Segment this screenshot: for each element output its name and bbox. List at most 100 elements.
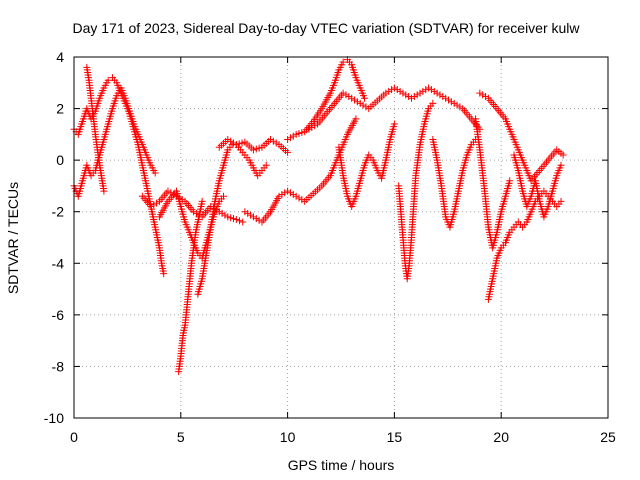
data-point [382,89,390,97]
data-point [557,197,565,205]
sat-trace-c [83,63,108,195]
data-point [390,120,398,128]
y-tick-label: -8 [52,358,65,374]
data-point [244,209,252,217]
data-point [348,94,356,102]
data-point [295,194,303,202]
sat-trace-m [395,99,437,283]
y-tick-label: -10 [44,410,64,426]
sat-trace-d [138,187,247,226]
sat-trace-h [215,136,292,156]
x-axis-label: GPS time / hours [288,457,395,473]
data-point [425,84,433,92]
data-point [278,191,286,199]
y-tick-label: 4 [56,49,64,65]
data-point [442,94,450,102]
sat-trace-g [194,141,270,298]
x-tick-label: 25 [600,429,616,445]
data-point [447,98,455,106]
sat-trace-r [510,151,565,221]
sat-trace-j [284,56,368,144]
data-point [190,208,198,216]
data-point [439,93,447,101]
plot-frame [73,56,609,419]
data-point [557,161,565,169]
data-point [476,89,484,97]
data-point [147,203,155,211]
data-point [339,58,347,66]
sat-trace-o [472,115,514,252]
data-point [232,141,240,149]
x-tick-label: 20 [493,429,509,445]
data-point [153,199,161,207]
data-point [160,270,168,278]
data-point [284,148,292,156]
data-point [252,145,260,153]
data-point [506,177,514,185]
data-point [255,144,263,152]
data-point [482,93,490,101]
data-point [229,139,237,147]
data-point [272,139,280,147]
data-point [356,99,364,107]
data-point [353,98,361,106]
chart-title: Day 171 of 2023, Sidereal Day-to-day VTE… [72,20,580,36]
sat-trace-p [484,187,565,303]
data-point [339,89,347,97]
data-point [227,137,235,145]
data-point [399,89,407,97]
data-point [453,101,461,109]
data-point [164,187,172,195]
data-point [416,89,424,97]
y-tick-label: -6 [52,307,65,323]
data-point [238,139,246,147]
data-point [427,86,435,94]
data-point [100,187,108,195]
data-point [295,129,303,137]
data-point [413,91,421,99]
data-point [345,93,353,101]
data-point [249,213,257,221]
data-point [410,93,418,101]
data-point [218,209,226,217]
data-point [269,137,277,145]
data-point [104,76,112,84]
axis-ticks: 0 5 10 15 20 25 -10 -8 -6 -4 -2 0 2 4 [44,49,616,445]
data-point [286,189,294,197]
data-point [402,91,410,99]
data-point [286,134,294,142]
data-point [241,208,249,216]
y-tick-label: 2 [56,101,64,117]
data-point [224,136,232,144]
sat-trace-f [175,197,206,376]
data-point [390,84,398,92]
data-point [267,136,275,144]
data-point [198,197,206,205]
data-point [289,132,297,140]
data-point [235,140,243,148]
data-point [292,192,300,200]
data-point [284,136,292,144]
data-point [419,87,427,95]
data-point [359,101,367,109]
data-point [292,130,300,138]
data-point [236,217,244,225]
data-point [393,86,401,94]
plot-area [70,56,567,376]
x-tick-label: 10 [280,429,296,445]
x-tick-label: 5 [177,429,185,445]
data-point [479,91,487,99]
x-tick-label: 0 [70,429,78,445]
x-tick-label: 15 [387,429,403,445]
data-point [385,87,393,95]
y-axis-label: SDTVAR / TECUs [5,182,21,294]
data-point [224,213,232,221]
data-point [407,94,415,102]
data-point [227,214,235,222]
data-point [178,196,186,204]
data-point [252,215,260,223]
data-point [396,87,404,95]
data-point [352,115,360,123]
y-tick-label: -4 [52,255,65,271]
